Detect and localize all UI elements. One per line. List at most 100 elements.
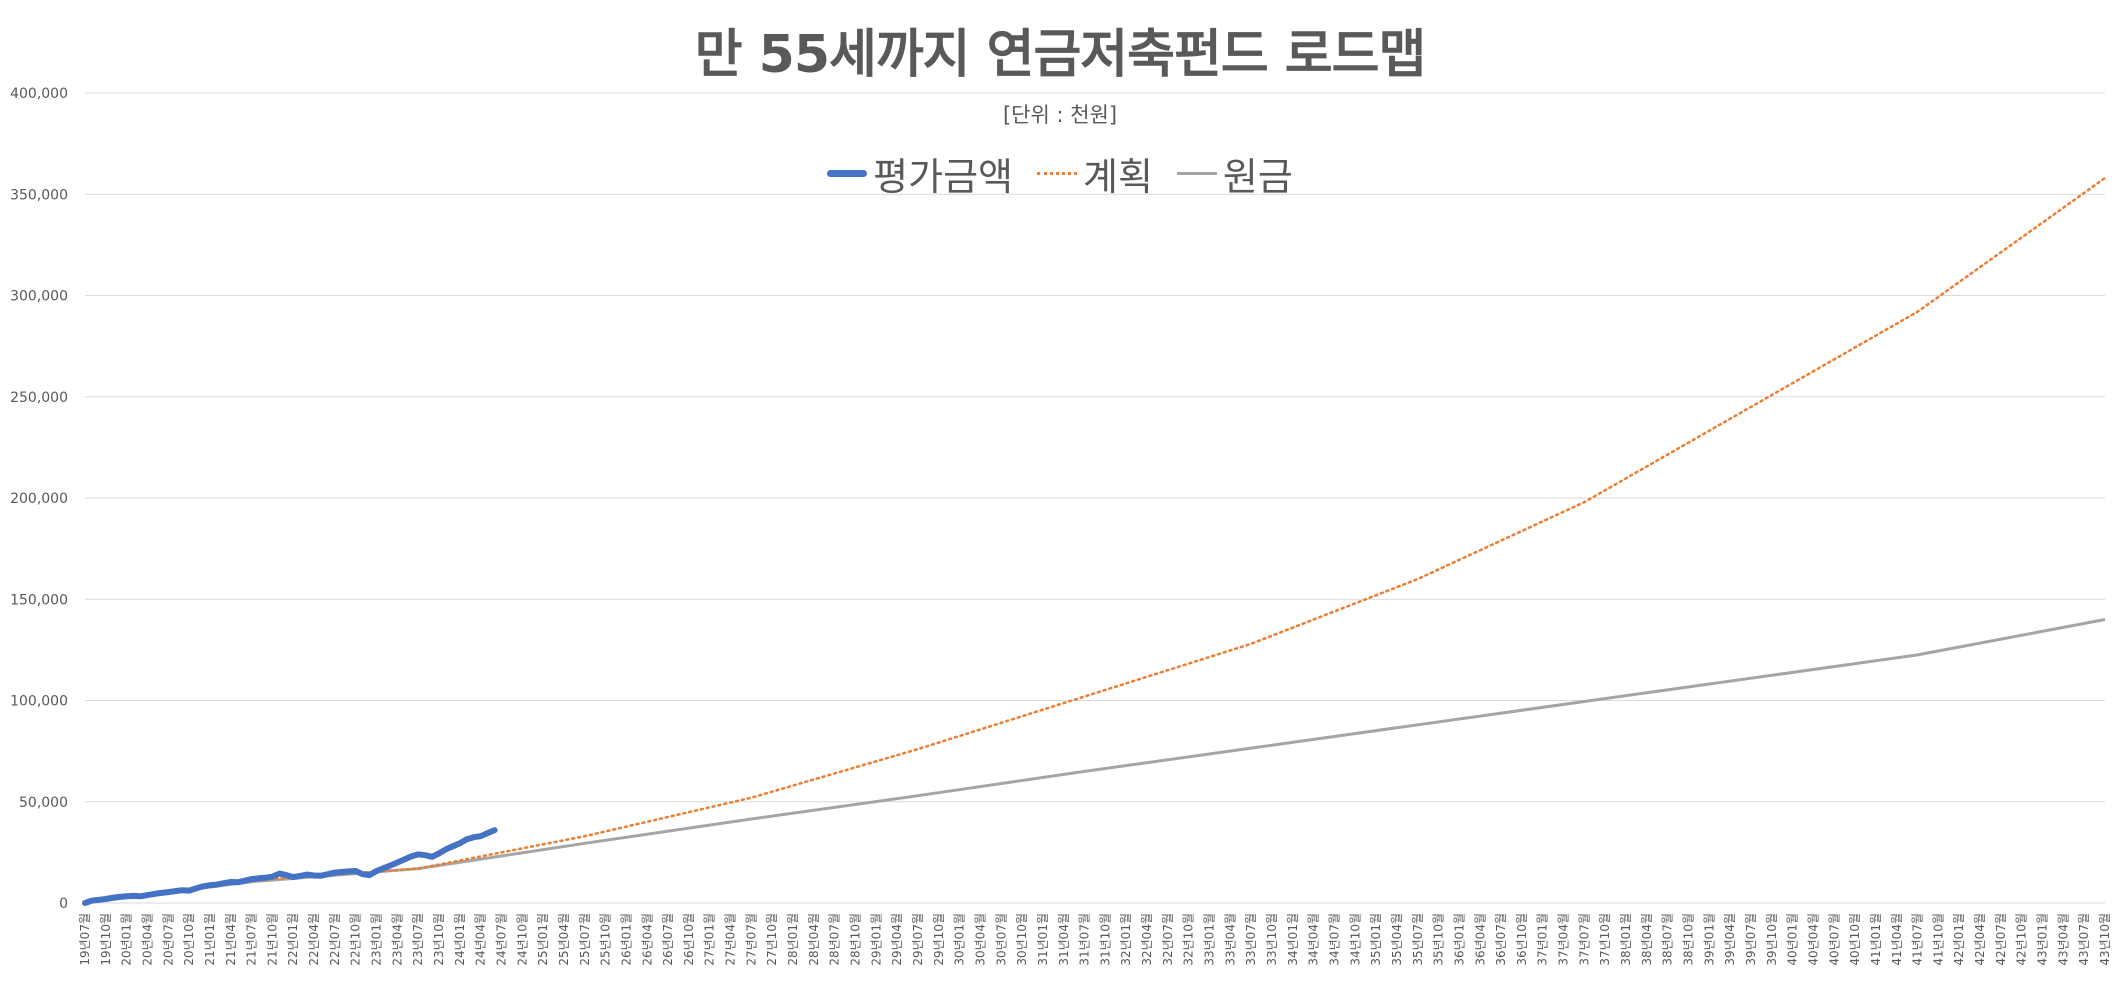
x-tick-label: 41년01월	[1869, 913, 1883, 966]
legend-label-evaluation: 평가금액	[873, 155, 1013, 199]
x-tick-label: 30년10월	[1015, 913, 1029, 966]
y-tick-label: 100,000	[10, 694, 68, 710]
x-tick-label: 21년04월	[224, 913, 238, 966]
x-tick-label: 21년01월	[203, 913, 217, 966]
x-tick-label: 43년07월	[2077, 913, 2091, 966]
y-tick-label: 300,000	[10, 289, 68, 305]
y-tick-label: 200,000	[10, 491, 68, 507]
x-tick-label: 31년04월	[1057, 913, 1071, 966]
x-tick-label: 26년04월	[640, 913, 654, 966]
x-tick-label: 32년07월	[1161, 913, 1175, 966]
x-tick-label: 21년10월	[265, 913, 279, 966]
x-tick-label: 39년04월	[1723, 913, 1737, 966]
x-tick-label: 30년04월	[973, 913, 987, 966]
x-tick-label: 27년04월	[724, 913, 738, 966]
x-tick-label: 35년01월	[1369, 913, 1383, 966]
x-tick-label: 26년07월	[661, 913, 675, 966]
x-tick-label: 33년07월	[1244, 913, 1258, 966]
series-line-2	[84, 618, 2106, 905]
x-tick-label: 40년01월	[1786, 913, 1800, 966]
legend-swatch-plan	[1037, 172, 1077, 175]
x-tick-label: 35년10월	[1432, 913, 1446, 966]
x-tick-label: 25년01월	[536, 913, 550, 966]
x-tick-label: 35년07월	[1411, 913, 1425, 966]
x-tick-label: 23년04월	[390, 913, 404, 966]
x-tick-label: 30년01월	[953, 913, 967, 966]
y-tick-label: 0	[59, 896, 68, 912]
x-tick-label: 31년10월	[1098, 913, 1112, 966]
x-tick-label: 22년07월	[328, 913, 342, 966]
x-tick-label: 40년10월	[1848, 913, 1862, 966]
x-tick-label: 39년10월	[1765, 913, 1779, 966]
x-tick-label: 31년01월	[1036, 913, 1050, 966]
x-tick-label: 19년07월	[78, 913, 92, 966]
x-tick-label: 23년01월	[370, 913, 384, 966]
x-tick-label: 43년01월	[2036, 913, 2050, 966]
x-tick-label: 28년01월	[786, 913, 800, 966]
x-tick-label: 40년04월	[1806, 913, 1820, 966]
x-tick-label: 23년10월	[432, 913, 446, 966]
x-tick-label: 24년10월	[515, 913, 529, 966]
x-tick-label: 42년01월	[1952, 913, 1966, 966]
x-tick-label: 36년01월	[1452, 913, 1466, 966]
x-tick-label: 20년01월	[120, 913, 134, 966]
x-tick-label: 40년07월	[1827, 913, 1841, 966]
x-tick-label: 29년10월	[932, 913, 946, 966]
y-tick-label: 400,000	[10, 86, 68, 102]
x-tick-label: 38년10월	[1682, 913, 1696, 966]
x-tick-label: 24년04월	[474, 913, 488, 966]
x-tick-label: 29년01월	[869, 913, 883, 966]
x-tick-label: 28년07월	[828, 913, 842, 966]
x-tick-label: 30년07월	[994, 913, 1008, 966]
x-tick-label: 32년10월	[1182, 913, 1196, 966]
series-line-1	[83, 176, 2107, 905]
x-tick-label: 25년10월	[599, 913, 613, 966]
legend-label-plan: 계획	[1083, 155, 1153, 199]
series-line-0	[82, 827, 498, 906]
x-tick-label: 20년04월	[140, 913, 154, 966]
y-tick-label: 250,000	[10, 390, 68, 406]
x-tick-label: 19년10월	[99, 913, 113, 966]
x-tick-label: 41년07월	[1911, 913, 1925, 966]
x-tick-label: 26년10월	[682, 913, 696, 966]
x-tick-label: 37년10월	[1598, 913, 1612, 966]
x-tick-label: 22년10월	[349, 913, 363, 966]
x-tick-label: 25년04월	[557, 913, 571, 966]
legend-swatch-principal	[1176, 172, 1217, 175]
x-tick-label: 22년01월	[286, 913, 300, 966]
x-tick-label: 35년04월	[1390, 913, 1404, 966]
x-tick-label: 42년10월	[2015, 913, 2029, 966]
x-tick-label: 36년10월	[1515, 913, 1529, 966]
y-tick-label: 50,000	[19, 795, 68, 811]
x-tick-label: 28년04월	[807, 913, 821, 966]
x-tick-label: 24년07월	[494, 913, 508, 966]
x-tick-label: 36년04월	[1473, 913, 1487, 966]
x-tick-label: 24년01월	[453, 913, 467, 966]
x-tick-label: 34년01월	[1286, 913, 1300, 966]
x-tick-label: 38년04월	[1640, 913, 1654, 966]
chart-subtitle: [단위 : 천원]	[1002, 103, 1118, 127]
x-tick-label: 27년01월	[703, 913, 717, 966]
y-tick-label: 150,000	[10, 592, 68, 608]
x-tick-label: 27년10월	[765, 913, 779, 966]
chart-legend: 평가금액 계획 원금	[0, 146, 2120, 201]
x-tick-label: 37년04월	[1557, 913, 1571, 966]
x-tick-label: 29년04월	[890, 913, 904, 966]
x-tick-label: 23년07월	[411, 913, 425, 966]
x-tick-label: 27년07월	[744, 913, 758, 966]
x-tick-label: 43년10월	[2098, 913, 2112, 966]
x-tick-label: 37년01월	[1536, 913, 1550, 966]
x-tick-label: 25년07월	[578, 913, 592, 966]
x-tick-label: 22년04월	[307, 913, 321, 966]
x-tick-label: 32년04월	[1140, 913, 1154, 966]
x-tick-label: 29년07월	[911, 913, 925, 966]
x-tick-label: 31년07월	[1078, 913, 1092, 966]
x-tick-label: 33년01월	[1203, 913, 1217, 966]
x-tick-label: 28년10월	[849, 913, 863, 966]
x-tick-label: 43년04월	[2056, 913, 2070, 966]
x-tick-label: 41년10월	[1931, 913, 1945, 966]
x-tick-label: 42년07월	[1994, 913, 2008, 966]
legend-swatch-evaluation	[827, 170, 868, 177]
x-tick-label: 34년10월	[1348, 913, 1362, 966]
